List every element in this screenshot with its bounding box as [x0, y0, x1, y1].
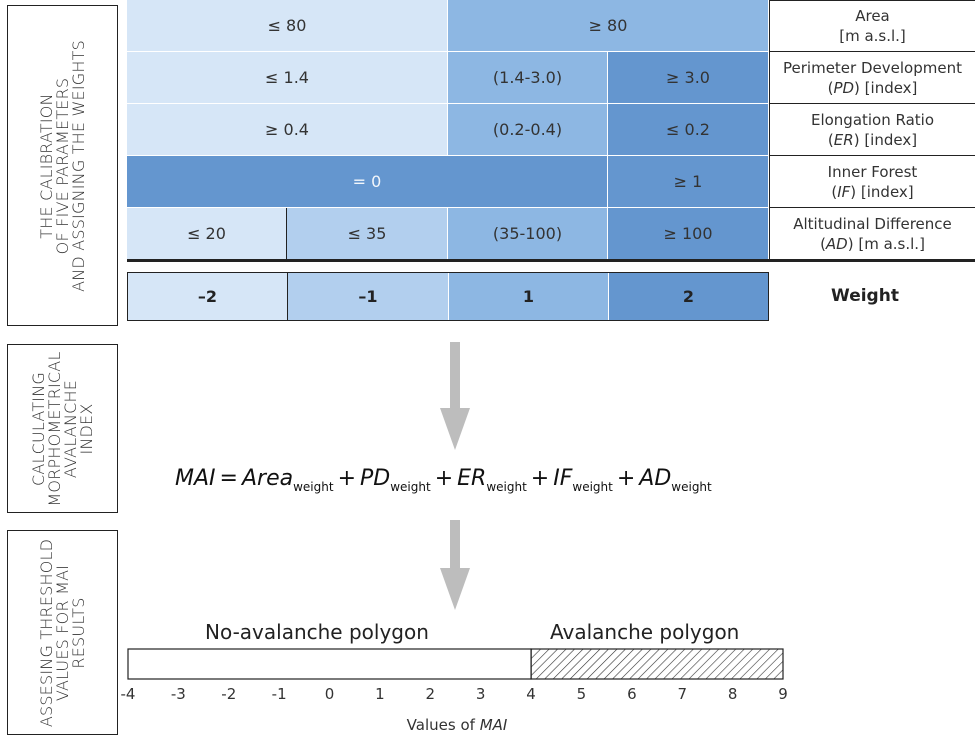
scale-tick-label: 6	[627, 685, 637, 703]
ad-label: Altitudinal Difference (AD) [m a.s.l.]	[769, 208, 975, 260]
ad-cell-4: ≥ 100	[608, 208, 769, 260]
formula-subscript: weight	[572, 480, 612, 494]
scale-tick-label: 4	[526, 685, 536, 703]
down-arrow-icon	[440, 342, 470, 452]
ad-label-name: Altitudinal Difference	[793, 214, 952, 234]
scale-tick-label: 9	[778, 685, 788, 703]
scale-tick-label: -4	[121, 685, 136, 703]
scale-axis-title: Values of MAI	[0, 716, 914, 734]
formula-subscript: weight	[671, 480, 711, 494]
formula-term-pd: PD	[360, 466, 390, 491]
er-label-unit: [index]	[864, 131, 917, 149]
calculating-label-text: CALCULATING MORPHOMETRICAL AVALANCHE IND…	[31, 351, 95, 506]
pd-label-unit: [index]	[865, 79, 918, 97]
weight-row: –2 –1 1 2	[127, 272, 769, 321]
scale-tick-label: -3	[171, 685, 186, 703]
calibration-section-label: THE CALIBRATION OF FIVE PARAMETERS AND A…	[7, 5, 118, 326]
weight-cell-plus2: 2	[609, 273, 768, 320]
formula-subscript: weight	[486, 480, 526, 494]
scale-tick-label: 8	[728, 685, 738, 703]
pd-label-name: Perimeter Development	[783, 58, 962, 78]
pd-cell-mid: (1.4-3.0)	[448, 52, 608, 104]
table-bottom-rule	[127, 259, 975, 262]
if-label-abbr: IF	[837, 183, 850, 201]
weight-label: Weight	[790, 286, 940, 306]
no-avalanche-range	[128, 649, 531, 679]
ad-label-detail: (AD) [m a.s.l.]	[820, 234, 925, 254]
er-label-name: Elongation Ratio	[811, 110, 934, 130]
formula-term-ad: AD	[639, 466, 671, 491]
scale-tick-label: -2	[221, 685, 236, 703]
formula-term-if: IF	[553, 466, 572, 491]
calibration-label-text: THE CALIBRATION OF FIVE PARAMETERS AND A…	[39, 40, 87, 292]
weight-cell-minus1: –1	[288, 273, 449, 320]
parameter-table: ≤ 80 ≥ 80 Area [m a.s.l.] ≤ 1.4 (1.4-3.0…	[127, 0, 975, 262]
weight-cell-minus2: –2	[128, 273, 288, 320]
scale-tick-labels: -4 -3 -2 -1 0 1 2 3 4 5 6 7 8 9	[0, 685, 976, 709]
ad-cell-1: ≤ 20	[127, 208, 287, 260]
if-label-detail: (IF) [index]	[831, 182, 913, 202]
formula-plus: +	[531, 466, 549, 491]
if-label: Inner Forest (IF) [index]	[769, 156, 975, 208]
er-label-abbr: ER	[834, 131, 854, 149]
formula-term-er: ER	[457, 466, 486, 491]
pd-cell-low: ≤ 1.4	[127, 52, 448, 104]
area-cell-high: ≥ 80	[448, 0, 769, 52]
area-cell-low: ≤ 80	[127, 0, 448, 52]
down-arrow-icon	[440, 520, 470, 612]
if-label-name: Inner Forest	[828, 162, 918, 182]
axis-title-abbr: MAI	[480, 716, 508, 734]
formula-plus: +	[338, 466, 356, 491]
area-label-name: Area	[855, 6, 890, 26]
er-cell-high: ≤ 0.2	[608, 104, 769, 156]
ad-cell-2: ≤ 35	[287, 208, 448, 260]
ad-label-abbr: AD	[826, 235, 848, 253]
pd-label-abbr: PD	[833, 79, 854, 97]
if-cell-zero: = 0	[127, 156, 608, 208]
axis-title-prefix: Values of	[407, 716, 475, 734]
formula-equals: =	[220, 466, 238, 491]
formula-subscript: weight	[390, 480, 430, 494]
scale-tick-label: 1	[375, 685, 385, 703]
avalanche-range	[531, 649, 783, 679]
formula-plus: +	[617, 466, 635, 491]
no-avalanche-label: No-avalanche polygon	[205, 620, 429, 644]
scale-tick-label: 5	[577, 685, 587, 703]
calculating-section-label: CALCULATING MORPHOMETRICAL AVALANCHE IND…	[7, 344, 118, 513]
scale-tick-label: -1	[272, 685, 287, 703]
formula-subscript: weight	[293, 480, 333, 494]
ad-cell-3: (35-100)	[448, 208, 608, 260]
if-label-unit: [index]	[861, 183, 914, 201]
scale-tick-label: 2	[426, 685, 436, 703]
formula-plus: +	[435, 466, 453, 491]
area-label-unit: [m a.s.l.]	[839, 26, 906, 46]
if-cell-one: ≥ 1	[608, 156, 769, 208]
avalanche-label: Avalanche polygon	[550, 620, 739, 644]
area-label: Area [m a.s.l.]	[769, 0, 975, 52]
scale-tick-label: 0	[325, 685, 335, 703]
mai-formula: MAI = Areaweight + PDweight + ERweight + IFweigh…	[175, 466, 712, 494]
ad-label-unit: [m a.s.l.]	[858, 235, 925, 253]
er-label: Elongation Ratio (ER) [index]	[769, 104, 975, 156]
scale-tick-label: 7	[677, 685, 687, 703]
formula-term-area: Area	[242, 466, 293, 491]
er-cell-mid: (0.2-0.4)	[448, 104, 608, 156]
er-label-detail: (ER) [index]	[828, 130, 917, 150]
er-cell-low: ≥ 0.4	[127, 104, 448, 156]
pd-label-detail: (PD) [index]	[828, 78, 918, 98]
pd-label: Perimeter Development (PD) [index]	[769, 52, 975, 104]
scale-tick-label: 3	[476, 685, 486, 703]
weight-cell-plus1: 1	[449, 273, 609, 320]
pd-cell-high: ≥ 3.0	[608, 52, 769, 104]
formula-lhs: MAI	[175, 466, 216, 491]
